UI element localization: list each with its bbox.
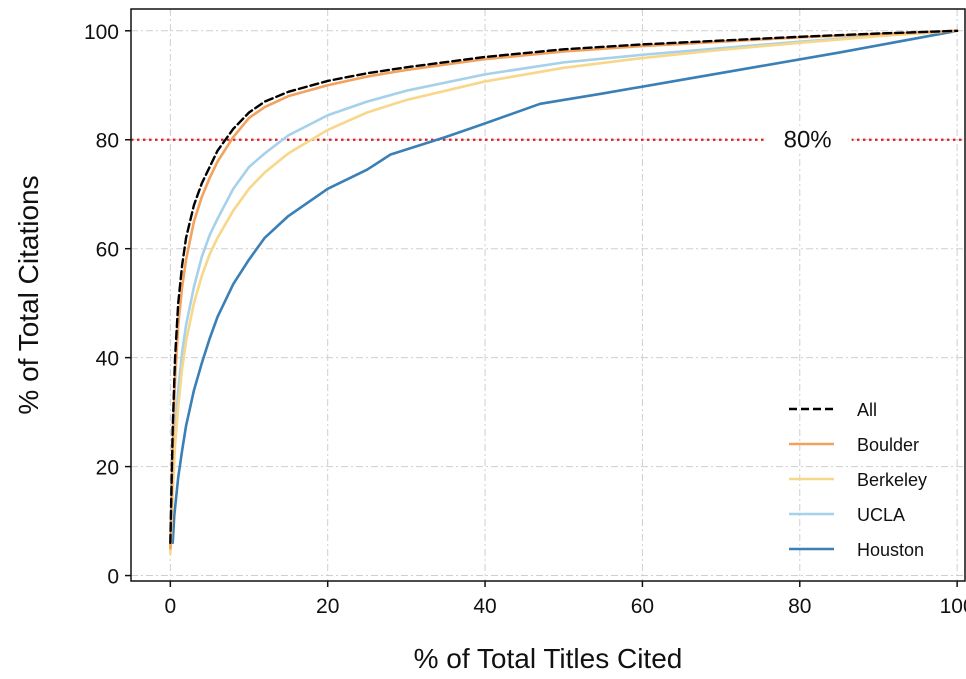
series-line-all: [169, 29, 959, 545]
legend-label-ucla: UCLA: [857, 505, 905, 525]
y-tick-label: 100: [84, 21, 119, 44]
x-tick-label: 0: [164, 595, 176, 618]
y-tick-label: 60: [96, 239, 119, 262]
y-axis-title: % of Total Citations: [13, 175, 44, 414]
reference-label: 80%: [784, 127, 832, 154]
series-line-berkeley: [169, 29, 959, 556]
x-tick-label: 100: [940, 595, 966, 618]
series-line-ucla: [169, 29, 959, 550]
legend: All Boulder Berkeley UCLA Houston: [789, 400, 927, 560]
x-tick-label: 40: [473, 595, 496, 618]
legend-label-boulder: Boulder: [857, 435, 919, 455]
y-tick-label: 20: [96, 457, 119, 480]
legend-label-all: All: [857, 400, 877, 420]
grid: [131, 9, 965, 581]
plot-frame: [130, 8, 966, 582]
x-axis-title: % of Total Titles Cited: [414, 643, 683, 674]
y-tick-label: 80: [96, 130, 119, 153]
y-tick-label: 0: [107, 566, 119, 589]
x-tick-label: 20: [316, 595, 339, 618]
ticks: 0 20 40 60 80 100 0 20 40 60 80 100: [84, 21, 966, 618]
legend-label-houston: Houston: [857, 540, 924, 560]
series-lines: [169, 29, 959, 556]
x-tick-label: 60: [631, 595, 654, 618]
series-line-houston: [171, 29, 959, 545]
series-line-boulder: [169, 29, 959, 550]
reference-label-background: [763, 125, 852, 154]
x-tick-label: 80: [788, 595, 811, 618]
legend-label-berkeley: Berkeley: [857, 470, 927, 490]
y-tick-label: 40: [96, 348, 119, 371]
